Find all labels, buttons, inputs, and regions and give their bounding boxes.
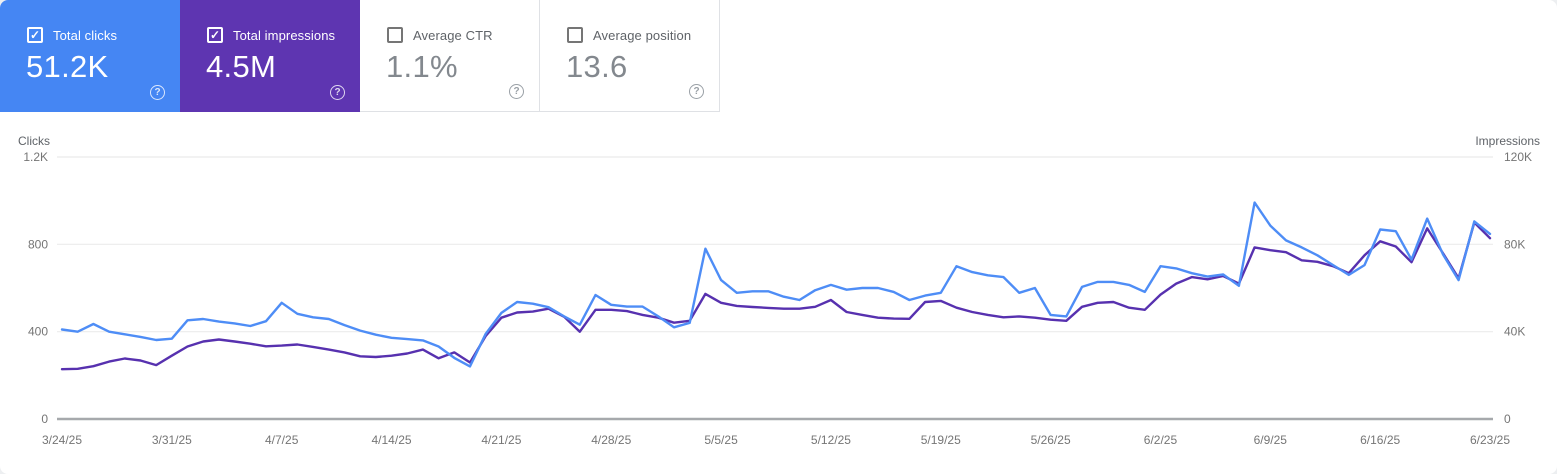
x-axis-date-label: 4/14/25 [372, 433, 412, 447]
card-average-ctr-header: ✓ Average CTR [387, 27, 493, 43]
average-position-checkbox[interactable]: ✓ [567, 27, 583, 43]
card-total-impressions-header: ✓ Total impressions [207, 27, 335, 43]
impressions-line [60, 221, 1492, 371]
right-axis-tick-label: 120K [1504, 150, 1532, 164]
x-axis-date-label: 4/21/25 [481, 433, 521, 447]
x-axis-date-label: 3/24/25 [42, 433, 82, 447]
card-total-clicks-header: ✓ Total clicks [27, 27, 117, 43]
x-axis-date-label: 6/23/25 [1470, 433, 1510, 447]
clicks-impressions-line-chart: 1.2K 800 400 0 120K 80K 40K 0 3/24/25 3/31/25 4/7/… [23, 150, 1532, 447]
x-axis-date-label: 5/5/25 [704, 433, 738, 447]
x-axis-date-label: 6/2/25 [1144, 433, 1178, 447]
x-axis-date-label: 5/19/25 [921, 433, 961, 447]
left-axis-title: Clicks [18, 134, 50, 148]
help-icon[interactable]: ? [150, 85, 165, 100]
x-axis-date-label: 4/28/25 [591, 433, 631, 447]
right-axis-tick-label: 40K [1504, 325, 1525, 339]
total-impressions-value: 4.5M [206, 49, 277, 84]
x-axis-date-label: 5/12/25 [811, 433, 851, 447]
checkmark-icon: ✓ [29, 27, 41, 42]
card-label: Average position [593, 27, 692, 43]
performance-chart: Clicks Impressions 1.2K 800 400 0 120K 80K 40K… [0, 130, 1557, 474]
average-ctr-value: 1.1% [386, 49, 458, 84]
x-axis-date-label: 5/26/25 [1031, 433, 1071, 447]
total-clicks-checkbox[interactable]: ✓ [27, 27, 43, 43]
right-axis-title: Impressions [1475, 134, 1540, 148]
clicks-line [60, 201, 1492, 368]
average-position-value: 13.6 [566, 49, 628, 84]
card-total-clicks[interactable]: ✓ Total clicks 51.2K ? [0, 0, 180, 112]
card-label: Average CTR [413, 27, 493, 43]
metric-cards-row: ✓ Total clicks 51.2K ? ✓ Total impressio… [0, 0, 720, 112]
left-axis-tick-label: 0 [41, 412, 48, 426]
card-label: Total clicks [53, 27, 118, 43]
right-axis-tick-label: 0 [1504, 412, 1511, 426]
left-axis-tick-label: 800 [28, 237, 48, 251]
checkmark-icon: ✓ [209, 27, 221, 42]
card-total-impressions[interactable]: ✓ Total impressions 4.5M ? [180, 0, 360, 112]
total-impressions-checkbox[interactable]: ✓ [207, 27, 223, 43]
help-icon[interactable]: ? [509, 84, 524, 99]
card-average-position[interactable]: ✓ Average position 13.6 ? [540, 0, 720, 112]
total-clicks-value: 51.2K [26, 49, 109, 84]
card-label: Total impressions [233, 27, 336, 43]
x-axis-date-label: 3/31/25 [152, 433, 192, 447]
average-ctr-checkbox[interactable]: ✓ [387, 27, 403, 43]
help-icon[interactable]: ? [330, 85, 345, 100]
card-average-position-header: ✓ Average position [567, 27, 691, 43]
x-axis-date-label: 6/16/25 [1360, 433, 1400, 447]
help-icon[interactable]: ? [689, 84, 704, 99]
right-axis-tick-label: 80K [1504, 237, 1525, 251]
card-average-ctr[interactable]: ✓ Average CTR 1.1% ? [360, 0, 540, 112]
left-axis-tick-label: 400 [28, 325, 48, 339]
x-axis-date-label: 4/7/25 [265, 433, 299, 447]
x-axis-date-label: 6/9/25 [1254, 433, 1288, 447]
left-axis-tick-label: 1.2K [23, 150, 48, 164]
